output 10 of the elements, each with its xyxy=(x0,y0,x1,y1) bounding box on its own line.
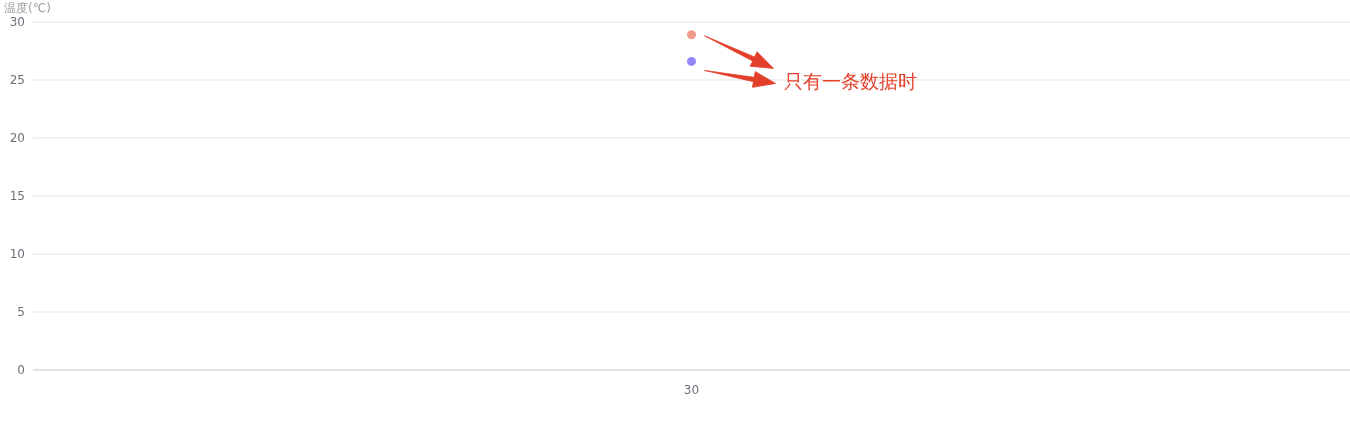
y-tick-label: 10 xyxy=(9,247,25,261)
y-tick-label: 5 xyxy=(17,305,25,319)
y-tick-label: 30 xyxy=(9,15,25,29)
y-axis-title: 温度(℃) xyxy=(4,1,51,15)
annotation: 只有一条数据时 xyxy=(783,70,917,93)
y-tick-label: 20 xyxy=(9,131,25,145)
x-tick-label: 30 xyxy=(683,383,700,397)
y-tick-label: 15 xyxy=(9,189,25,203)
y-tick-label: 0 xyxy=(17,363,25,377)
y-tick-label: 25 xyxy=(9,73,25,87)
